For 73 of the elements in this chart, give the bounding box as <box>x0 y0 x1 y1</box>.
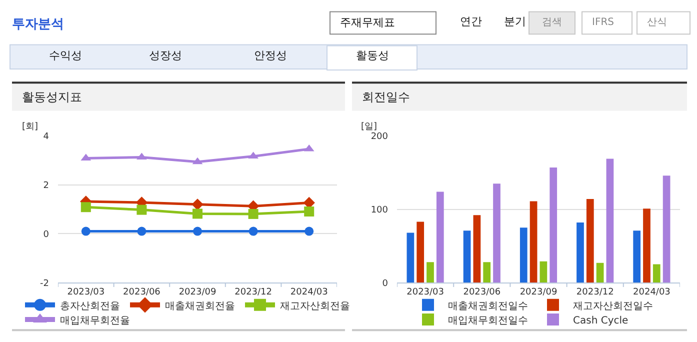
text: 활동성 <box>356 49 389 62</box>
point <box>248 226 258 236</box>
x-tick-label: 2024/03 <box>633 287 670 298</box>
y-tick-label: -2 <box>40 278 49 289</box>
text: 안정성 <box>254 49 287 62</box>
bar <box>633 230 641 283</box>
x-tick-label: 2023/03 <box>67 287 105 298</box>
point <box>304 226 314 236</box>
point <box>136 204 147 215</box>
bar <box>596 262 604 283</box>
chart-title: 회전일수 <box>362 90 410 104</box>
x-tick-label: 2023/06 <box>123 287 161 298</box>
bar <box>483 262 491 283</box>
text: 투자분석 <box>12 17 64 32</box>
point <box>137 226 146 236</box>
x-tick-label: 2023/03 <box>406 287 444 298</box>
bar <box>416 222 424 283</box>
x-tick-label: 2024/03 <box>290 287 328 298</box>
point <box>81 226 90 236</box>
x-tick-label: 2023/09 <box>520 287 558 298</box>
x-tick-label: 2023/09 <box>178 287 216 298</box>
y-tick-label: 100 <box>370 205 388 216</box>
bar <box>643 208 650 283</box>
point <box>248 208 258 219</box>
legend-label: 매출채권회전율 <box>165 300 235 312</box>
point <box>304 206 314 217</box>
legend-label: 재고자산회전일수 <box>573 300 653 312</box>
legend-label: 총자산회전율 <box>60 300 120 312</box>
bar <box>606 158 614 283</box>
bar <box>426 262 434 283</box>
legend-label: Cash Cycle <box>573 315 628 326</box>
bar <box>463 230 471 283</box>
point <box>193 226 202 236</box>
bar <box>586 199 594 283</box>
point <box>192 198 204 210</box>
y-tick-label: 0 <box>382 278 388 289</box>
y-tick-label: 4 <box>43 132 50 142</box>
text: 수익성 <box>49 49 82 62</box>
chart-title: 활동성지표 <box>22 90 82 104</box>
bar <box>473 215 481 283</box>
bar <box>493 184 500 283</box>
bar <box>576 222 584 283</box>
bar <box>662 176 670 283</box>
bar <box>520 228 528 283</box>
y-axis-title: [회] <box>22 122 38 132</box>
x-tick-label: 2023/12 <box>576 287 614 298</box>
point <box>136 152 147 160</box>
point <box>248 152 258 159</box>
bar <box>530 201 538 283</box>
text: 분기 <box>504 15 526 28</box>
legend-label: 매출채권회전일수 <box>448 300 528 312</box>
point <box>80 202 91 212</box>
text: 산식 <box>647 17 667 28</box>
text: 연간 <box>460 15 482 28</box>
legend-label: 매입채무회전율 <box>60 315 130 326</box>
point <box>192 208 202 219</box>
text: 주재무제표 <box>340 16 395 29</box>
legend-label: 재고자산회전율 <box>280 300 350 312</box>
x-tick-label: 2023/12 <box>234 287 272 298</box>
y-axis-title: [일] <box>361 122 378 132</box>
legend-label: 매입채무회전일수 <box>448 315 528 326</box>
bar <box>550 168 558 283</box>
y-tick-label: 2 <box>43 181 49 192</box>
y-tick-label: 200 <box>370 132 388 142</box>
bar <box>652 264 660 283</box>
text: 성장성 <box>149 49 182 62</box>
text: 검색 <box>542 17 562 28</box>
y-tick-label: 0 <box>43 230 50 240</box>
x-tick-label: 2023/06 <box>463 287 501 298</box>
bar <box>540 261 548 283</box>
text: IFRS <box>592 17 614 28</box>
bar <box>406 232 414 283</box>
bar <box>436 192 444 283</box>
